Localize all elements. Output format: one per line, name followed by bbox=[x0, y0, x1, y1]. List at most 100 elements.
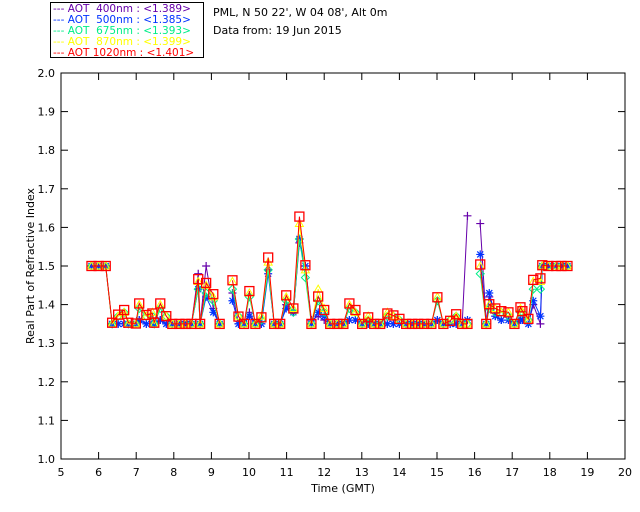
x-tick-label: 17 bbox=[505, 466, 519, 479]
data-point-triangle bbox=[214, 318, 225, 328]
legend-mean: <1.399> bbox=[143, 36, 191, 48]
data-point-square bbox=[106, 317, 118, 328]
data-point-triangle bbox=[432, 291, 443, 301]
data-point-triangle bbox=[481, 318, 492, 328]
legend-entry: --- AOT 500nm : <1.385> bbox=[51, 15, 203, 26]
data-point-plus bbox=[463, 211, 472, 220]
legend-separator: : bbox=[136, 47, 147, 59]
data-point-square bbox=[369, 318, 380, 330]
data-point-asterisk bbox=[114, 319, 123, 328]
data-point-triangle bbox=[201, 280, 211, 289]
data-point-square bbox=[419, 318, 430, 330]
y-tick-label: 1.0 bbox=[38, 453, 56, 466]
data-point-square bbox=[100, 260, 111, 272]
data-point-diamond bbox=[107, 319, 117, 329]
data-point-square bbox=[269, 318, 280, 330]
data-point-square bbox=[338, 318, 349, 330]
data-point-asterisk bbox=[452, 319, 461, 328]
data-point-triangle bbox=[363, 311, 374, 320]
data-point-diamond bbox=[451, 311, 461, 321]
data-point-square bbox=[275, 318, 286, 330]
data-point-square bbox=[382, 308, 393, 319]
x-tick-label: 8 bbox=[170, 466, 177, 479]
y-axis-label: Real Part of Refractive Index bbox=[24, 187, 37, 344]
legend-separator: : bbox=[133, 14, 144, 26]
legend-entry: --- AOT 400nm : <1.389> bbox=[51, 4, 203, 15]
data-point-square bbox=[523, 313, 534, 325]
data-point-square bbox=[562, 260, 573, 272]
data-point-square bbox=[413, 318, 424, 330]
data-point-triangle bbox=[319, 303, 330, 312]
legend-entry: --- AOT 870nm : <1.399> bbox=[51, 37, 203, 48]
legend-entry: --- AOT 675nm : <1.393> bbox=[51, 26, 203, 37]
data-point-square bbox=[180, 318, 191, 330]
data-point-asterisk bbox=[351, 316, 360, 325]
y-tick-label: 1.5 bbox=[38, 260, 56, 273]
data-point-square bbox=[332, 318, 343, 330]
data-point-square bbox=[233, 311, 244, 322]
y-tick-label: 1.3 bbox=[38, 337, 56, 350]
data-point-triangle bbox=[195, 318, 205, 328]
data-point-triangle bbox=[306, 318, 317, 328]
series-aot-870nm bbox=[86, 218, 573, 328]
data-point-square bbox=[250, 318, 261, 330]
x-tick-label: 18 bbox=[543, 466, 557, 479]
y-tick-label: 1.8 bbox=[38, 144, 56, 157]
data-point-square bbox=[551, 260, 562, 272]
data-point-triangle bbox=[208, 291, 219, 301]
legend-mean: <1.401> bbox=[146, 47, 195, 59]
data-point-square bbox=[475, 259, 486, 270]
data-point-diamond bbox=[300, 272, 311, 283]
data-point-triangle bbox=[256, 311, 267, 320]
data-point-square bbox=[537, 260, 548, 271]
data-point-triangle bbox=[239, 318, 249, 328]
data-point-square bbox=[451, 309, 462, 320]
data-point-square bbox=[517, 306, 528, 317]
site-info: PML, N 50 22', W 04 08', Alt 0m bbox=[213, 6, 388, 19]
data-point-diamond bbox=[535, 284, 546, 294]
data-point-square bbox=[535, 273, 546, 284]
data-point-plus bbox=[202, 262, 211, 270]
x-tick-label: 5 bbox=[58, 466, 65, 479]
y-tick-label: 2.0 bbox=[38, 67, 56, 80]
x-tick-label: 11 bbox=[280, 466, 294, 479]
data-point-square bbox=[167, 318, 178, 330]
legend-label: AOT 1020nm bbox=[67, 47, 137, 59]
data-point-triangle bbox=[288, 303, 299, 312]
data-point-square bbox=[496, 306, 507, 317]
legend-line-swatch: --- bbox=[53, 36, 68, 48]
data-point-triangle bbox=[294, 218, 305, 228]
data-point-asterisk bbox=[162, 319, 171, 328]
data-point-square bbox=[155, 298, 166, 309]
data-point-asterisk bbox=[314, 308, 323, 317]
data-point-square bbox=[194, 318, 206, 330]
data-point-square bbox=[123, 317, 134, 328]
x-tick-label: 9 bbox=[208, 466, 215, 479]
data-point-asterisk bbox=[383, 319, 392, 328]
x-tick-label: 10 bbox=[242, 466, 256, 479]
legend-line-swatch: --- bbox=[53, 14, 68, 26]
data-point-asterisk bbox=[485, 289, 494, 298]
data-point-square bbox=[294, 211, 305, 222]
data-point-triangle bbox=[509, 318, 520, 328]
x-tick-label: 14 bbox=[392, 466, 406, 479]
data-point-diamond bbox=[528, 284, 538, 294]
y-tick-label: 1.1 bbox=[38, 414, 56, 427]
legend-mean: <1.385> bbox=[143, 14, 191, 26]
data-point-square bbox=[543, 260, 554, 272]
data-point-square bbox=[306, 318, 317, 330]
data-point-diamond bbox=[350, 307, 361, 318]
legend: --- AOT 400nm : <1.389> --- AOT 500nm : <… bbox=[50, 2, 204, 59]
data-point-asterisk bbox=[518, 316, 527, 325]
data-point-asterisk bbox=[282, 304, 291, 313]
data-point-square bbox=[149, 317, 160, 328]
legend-separator: : bbox=[133, 36, 144, 48]
legend-label: AOT 870nm bbox=[67, 36, 133, 48]
data-point-square bbox=[161, 311, 172, 322]
data-point-asterisk bbox=[345, 316, 354, 325]
data-point-square bbox=[407, 318, 418, 330]
data-point-asterisk bbox=[142, 319, 151, 328]
data-point-diamond bbox=[475, 269, 485, 279]
data-point-square bbox=[119, 304, 130, 316]
